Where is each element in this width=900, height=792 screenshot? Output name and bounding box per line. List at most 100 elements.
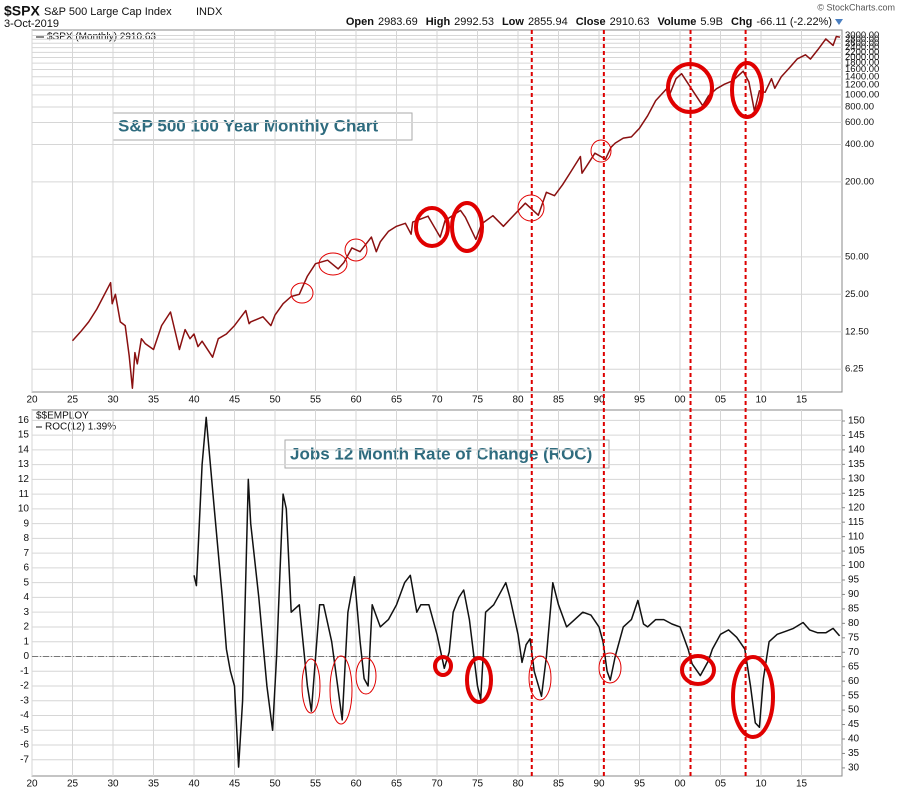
y-tick-label: 2200.00 xyxy=(845,47,879,58)
x-tick-label: 20 xyxy=(26,779,38,790)
y2-tick-label: 125 xyxy=(848,488,865,499)
y-tick-label: 25.00 xyxy=(845,289,869,300)
y2-tick-label: 40 xyxy=(848,734,860,745)
y-tick-label: -5 xyxy=(20,725,29,736)
highlight-circle xyxy=(355,657,377,695)
quote-value: 2855.94 xyxy=(528,16,568,28)
highlight-circle xyxy=(598,652,622,684)
x-tick-label: 10 xyxy=(755,779,767,790)
y2-tick-label: 145 xyxy=(848,430,865,441)
x-tick-label: 85 xyxy=(553,779,565,790)
x-tick-label: 20 xyxy=(26,395,38,406)
y-tick-label: -3 xyxy=(20,695,29,706)
x-tick-label: 45 xyxy=(229,395,241,406)
quote-label: Volume xyxy=(657,16,696,28)
y-tick-label: 5 xyxy=(23,577,29,588)
y2-tick-label: 130 xyxy=(848,473,865,484)
x-tick-label: 55 xyxy=(310,395,322,406)
highlight-circle xyxy=(450,201,484,253)
quote-label: Chg xyxy=(731,16,752,28)
y2-tick-label: 60 xyxy=(848,676,860,687)
x-tick-label: 15 xyxy=(796,779,808,790)
x-tick-label: 25 xyxy=(67,779,79,790)
quote-line: Open 2983.69 High 2992.53 Low 2855.94 Close 291… xyxy=(346,16,832,28)
highlight-circle xyxy=(465,656,493,704)
x-tick-label: 60 xyxy=(350,779,362,790)
highlight-circle xyxy=(517,194,545,222)
y-tick-label: -4 xyxy=(20,710,29,721)
x-tick-label: 90 xyxy=(593,395,605,406)
highlight-circle xyxy=(590,139,612,163)
highlight-circle xyxy=(344,238,368,262)
annotation: Jobs 12 Month Rate of Change (ROC) xyxy=(290,444,592,463)
y-tick-label: 1800.00 xyxy=(845,58,879,69)
y-tick-label: 9 xyxy=(23,518,29,529)
x-tick-label: 00 xyxy=(674,779,686,790)
x-tick-label: 95 xyxy=(634,779,646,790)
index-name: S&P 500 Large Cap Index xyxy=(44,6,172,18)
y-tick-label: 15 xyxy=(18,430,30,441)
x-tick-label: 00 xyxy=(674,395,686,406)
y2-tick-label: 50 xyxy=(848,705,860,716)
y-tick-label: 1400.00 xyxy=(845,71,879,82)
y2-tick-label: 110 xyxy=(848,531,864,542)
x-tick-label: 10 xyxy=(755,395,767,406)
y2-tick-label: 140 xyxy=(848,445,865,456)
y-tick-label: 2400.00 xyxy=(845,42,879,53)
y-tick-label: -2 xyxy=(20,681,29,692)
x-tick-label: 25 xyxy=(67,395,79,406)
y-tick-label: 4 xyxy=(23,592,29,603)
y-tick-label: 11 xyxy=(19,489,30,500)
y-tick-label: 1 xyxy=(23,636,29,647)
highlight-circle xyxy=(414,206,450,248)
highlight-circle xyxy=(731,655,775,739)
y-tick-label: 7 xyxy=(23,548,29,559)
menu-arrow xyxy=(835,19,843,25)
y-tick-label: 8 xyxy=(23,533,29,544)
x-tick-label: 65 xyxy=(391,779,403,790)
y-tick-label: 3 xyxy=(23,607,29,618)
y-tick-label: 1600.00 xyxy=(845,64,879,75)
annotation: S&P 500 100 Year Monthly Chart xyxy=(118,116,378,135)
y-tick-label: 0 xyxy=(23,651,29,662)
x-tick-label: 40 xyxy=(188,395,200,406)
highlight-circle xyxy=(680,654,716,686)
quote-label: Low xyxy=(502,16,524,28)
y2-tick-label: 90 xyxy=(848,589,860,600)
y-tick-label: 2600.00 xyxy=(845,38,879,49)
y2-tick-label: 65 xyxy=(848,661,860,672)
y-tick-label: 14 xyxy=(18,444,30,455)
y-tick-label: 10 xyxy=(18,504,30,515)
y-tick-label: 800.00 xyxy=(845,102,874,113)
y-tick-label: 3000.00 xyxy=(845,30,879,41)
x-tick-label: 70 xyxy=(431,395,443,406)
x-tick-label: 30 xyxy=(107,779,119,790)
highlight-circle xyxy=(528,655,552,701)
y2-tick-label: 45 xyxy=(848,719,860,730)
x-tick-label: 70 xyxy=(431,779,443,790)
quote-value: 5.9B xyxy=(700,16,723,28)
x-tick-label: 75 xyxy=(472,395,484,406)
y2-tick-label: 55 xyxy=(848,690,860,701)
x-tick-label: 30 xyxy=(107,395,119,406)
y2-tick-label: 105 xyxy=(848,546,865,557)
x-tick-label: 35 xyxy=(148,395,160,406)
y-tick-label: 2 xyxy=(23,622,29,633)
x-tick-label: 50 xyxy=(269,395,281,406)
x-tick-label: 05 xyxy=(715,779,727,790)
y2-tick-label: 150 xyxy=(848,416,865,427)
legend-entry: ROC(12) 1.39% xyxy=(45,422,116,433)
y2-tick-label: 35 xyxy=(848,748,860,759)
y-tick-label: 1000.00 xyxy=(845,89,879,100)
y2-tick-label: 135 xyxy=(848,459,865,470)
y-tick-label: 12 xyxy=(18,474,30,485)
y2-tick-label: 115 xyxy=(848,517,864,528)
symbol: $SPX xyxy=(4,3,40,19)
y-tick-label: 200.00 xyxy=(845,176,874,187)
quote-value: 2992.53 xyxy=(454,16,494,28)
x-tick-label: 60 xyxy=(350,395,362,406)
annotation-box xyxy=(284,439,610,469)
x-tick-label: 65 xyxy=(391,395,403,406)
x-tick-label: 50 xyxy=(269,779,281,790)
y-tick-label: 2000.00 xyxy=(845,52,879,63)
